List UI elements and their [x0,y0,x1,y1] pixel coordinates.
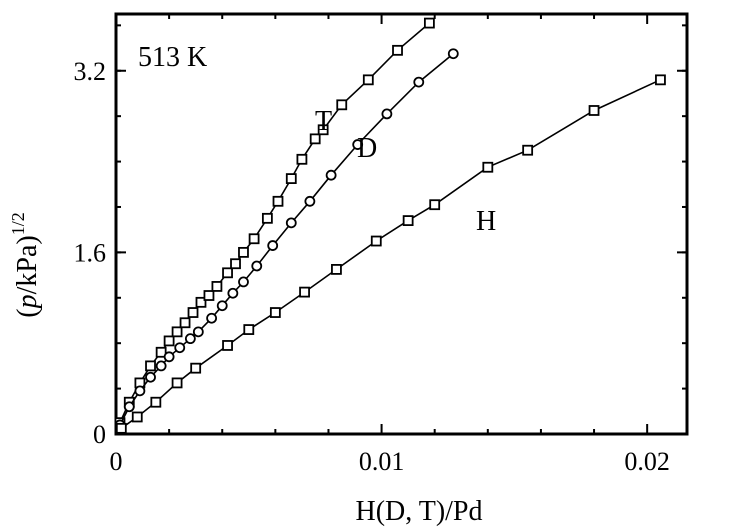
data-point [163,335,175,347]
temperature-annotation: 513 K [138,42,207,73]
data-point [392,44,403,56]
data-point [269,307,281,318]
x-tick-label: 0.02 [624,447,670,476]
x-tick-label: 0 [110,447,123,476]
series-d [114,48,459,435]
data-point [238,246,249,258]
data-point [187,307,199,318]
data-point [352,139,364,150]
y-tick-label: 3.2 [74,57,107,86]
data-point [413,76,425,88]
series-line [115,79,661,435]
x-axis-label: H(D, T)/Pd [355,496,482,527]
data-point [123,401,135,413]
data-point [429,199,441,211]
data-point [243,324,255,335]
data-point [227,287,239,299]
data-point [238,276,249,288]
data-point [195,296,207,308]
data-point [336,99,348,111]
data-point [261,212,273,224]
data-point [150,396,162,408]
y-axis-label-p: p [12,294,43,310]
data-point [317,124,329,136]
data-point [145,360,156,372]
series-h [115,74,666,435]
data-point [482,161,494,173]
axis-ticks [115,14,687,435]
data-point [211,281,223,292]
y-tick-label: 0 [93,420,106,449]
data-point [171,326,183,338]
y-axis-label: (p/kPa)1/2 [8,212,43,317]
y-axis-label-open: ( [12,308,43,317]
series-label-h: H [476,206,496,237]
data-point [115,422,127,434]
data-point [325,169,337,181]
data-point [447,48,459,60]
y-tick-label: 1.6 [74,238,107,267]
data-point [304,195,316,207]
series-label-d: D [357,133,377,164]
data-point [272,195,284,207]
plot-frame [114,12,689,436]
data-point [163,351,175,363]
data-point [251,260,263,272]
data-point [222,267,233,279]
data-point [267,240,279,251]
data-point [309,133,321,145]
data-point [190,362,202,374]
data-point [145,371,156,383]
data-point [216,300,228,312]
data-point [402,215,414,226]
x-tick-label: 0.01 [359,447,405,476]
data-point [203,290,215,301]
data-point [131,411,143,423]
data-point [381,108,393,120]
data-point [192,326,204,338]
series-line [115,53,454,435]
data-point [299,286,310,298]
tick-labels: 0 0.01 0.02 0 1.6 3.2 [74,57,670,476]
data-point [655,74,666,86]
data-point [248,233,260,245]
data-point [174,342,186,354]
data-point [285,173,297,184]
series-t [114,17,435,435]
series-label-t: T [315,106,332,137]
series-line [115,22,430,435]
data-point [155,346,167,358]
data-point [285,217,297,229]
data-point [296,153,308,165]
series-layer [114,17,666,435]
y-axis-label-exponent: 1/2 [8,212,28,235]
data-point [206,312,218,324]
data-point [155,360,167,372]
data-point [588,105,600,116]
y-axis-label-unit: /kPa) [12,235,43,294]
data-point [370,235,382,247]
data-point [222,340,233,351]
data-point [331,264,342,275]
data-point [184,333,196,345]
data-point [171,377,183,389]
data-point [230,258,241,270]
data-point [522,144,534,156]
data-point [423,17,435,29]
data-point [362,74,374,86]
data-point [134,385,146,397]
data-point [179,317,191,329]
